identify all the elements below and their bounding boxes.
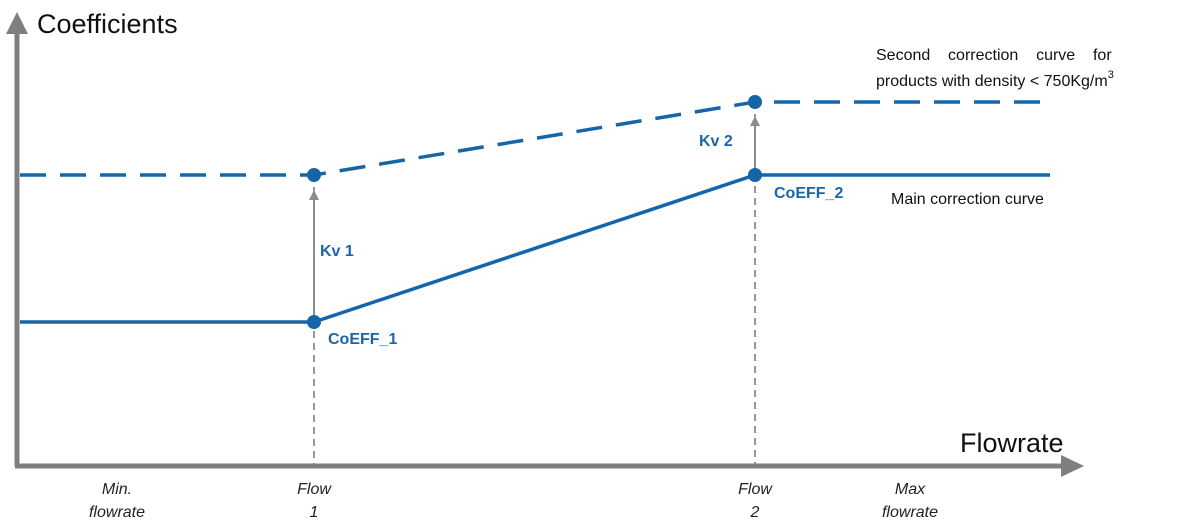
coeff2-point: [748, 168, 762, 182]
x-axis-title: Flowrate: [960, 428, 1064, 458]
kv1-point: [307, 168, 321, 182]
tick-max-flowrate-line1: Max: [895, 481, 926, 498]
second-curve-superscript: 3: [1108, 69, 1114, 81]
main-curve-label: Main correction curve: [891, 191, 1044, 208]
kv1-label: Kv 1: [320, 243, 354, 260]
y-axis-arrowhead: [6, 12, 28, 34]
x-tick-labels: Min. flowrate Flow 1 Flow 2 Max flowrate: [89, 481, 938, 521]
kv2-label: Kv 2: [699, 133, 733, 150]
tick-flow1-line2: 1: [310, 504, 319, 521]
second-correction-curve: [20, 100, 1050, 177]
axes: [6, 12, 1084, 477]
tick-flow2-line2: 2: [750, 504, 760, 521]
second-curve-line1-text: Second correction curve for: [876, 47, 1112, 64]
tick-flow2-line1: Flow: [738, 481, 773, 498]
second-curve-line2-text: products with density < 750Kg/m: [876, 73, 1108, 90]
tick-flow1-line1: Flow: [297, 481, 332, 498]
second-curve-label-line2: products with density < 750Kg/m3: [876, 69, 1114, 90]
coeff2-label: CoEFF_2: [774, 185, 843, 202]
coeff1-label: CoEFF_1: [328, 331, 397, 348]
kv2-point: [748, 95, 762, 109]
second-curve-label-line1: Second correction curve for: [876, 47, 1112, 64]
y-axis-title: Coefficients: [37, 9, 178, 39]
tick-max-flowrate-line2: flowrate: [882, 504, 938, 521]
coeff1-point: [307, 315, 321, 329]
tick-min-flowrate-line2: flowrate: [89, 504, 145, 521]
x-axis-arrowhead: [1061, 455, 1084, 477]
tick-min-flowrate-line1: Min.: [102, 481, 132, 498]
main-correction-curve: [20, 173, 1050, 324]
